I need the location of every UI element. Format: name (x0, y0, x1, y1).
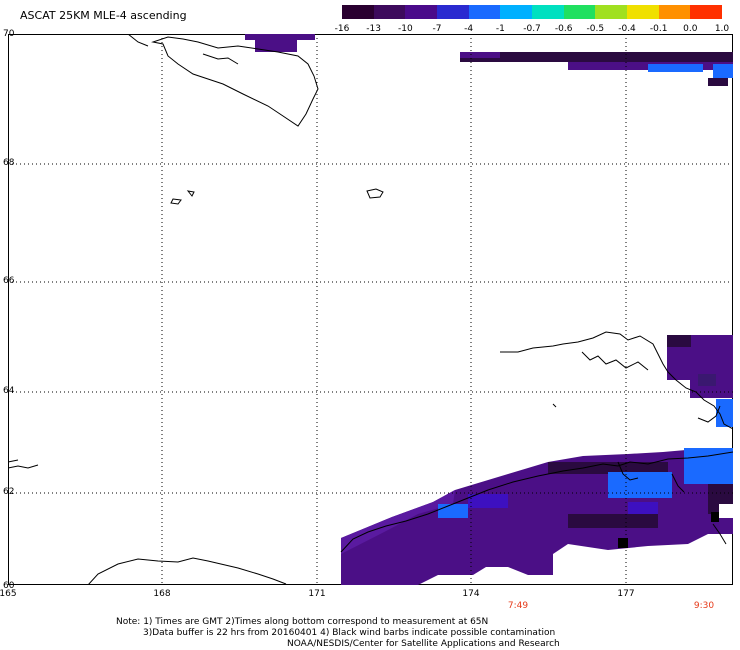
lon-label-171: 171 (308, 589, 326, 599)
lon-label-165: 165 (0, 589, 17, 599)
colorbar-tick-label: -10 (397, 24, 413, 34)
lat-label-64: 64 (3, 386, 15, 396)
colorbar-tick-label: -13 (366, 24, 382, 34)
colorbar-segment (658, 5, 691, 19)
colorbar-segment (532, 5, 564, 19)
colorbar-segment (373, 5, 406, 19)
colorbar-tick-label: 1.0 (714, 24, 730, 34)
colorbar-tick-label: -0.7 (523, 24, 541, 34)
lon-label-174: 174 (462, 589, 480, 599)
colorbar-segment (500, 5, 533, 19)
note-line-3: NOAA/NESDIS/Center for Satellite Applica… (287, 639, 560, 649)
swath-top (245, 34, 733, 86)
swath-bottom (341, 448, 733, 585)
colorbar-tick-label: -16 (334, 24, 350, 34)
colorbar (342, 5, 723, 19)
lat-label-70: 70 (3, 29, 15, 39)
lat-label-66: 66 (3, 276, 15, 286)
colorbar-tick-label: -0.1 (649, 24, 668, 34)
colorbar-segment (437, 5, 469, 19)
map-canvas (8, 34, 733, 585)
swath-right-middle (667, 335, 733, 427)
colorbar-tick-label: -4 (464, 24, 474, 34)
colorbar-tick-label: -1 (495, 24, 505, 34)
colorbar-segment (595, 5, 628, 19)
time-label-0930: 9:30 (693, 601, 715, 611)
lon-label-177: 177 (617, 589, 635, 599)
colorbar-segment (627, 5, 659, 19)
lat-label-62: 62 (3, 487, 15, 497)
colorbar-tick-label: -0.4 (618, 24, 636, 34)
colorbar-tick-label: -0.5 (586, 24, 605, 34)
map-title: ASCAT 25KM MLE-4 ascending (20, 9, 187, 22)
colorbar-segment (468, 5, 501, 19)
lat-label-68: 68 (3, 158, 15, 168)
colorbar-tick-label: -7 (432, 24, 442, 34)
note-line-1: Note: 1) Times are GMT 2)Times along bot… (116, 617, 489, 627)
colorbar-tick-label: -0.6 (554, 24, 573, 34)
coastlines (8, 34, 733, 585)
colorbar-segment (405, 5, 438, 19)
colorbar-tick-label: 0.0 (683, 24, 698, 34)
colorbar-segment (342, 5, 374, 19)
lon-label-168: 168 (153, 589, 171, 599)
time-label-0749: 7:49 (507, 601, 529, 611)
lat-label-60: 60 (3, 581, 15, 591)
gridlines (8, 34, 733, 585)
colorbar-segment (563, 5, 596, 19)
note-line-2: 3)Data buffer is 22 hrs from 20160401 4)… (143, 628, 556, 638)
colorbar-segment (690, 5, 723, 19)
